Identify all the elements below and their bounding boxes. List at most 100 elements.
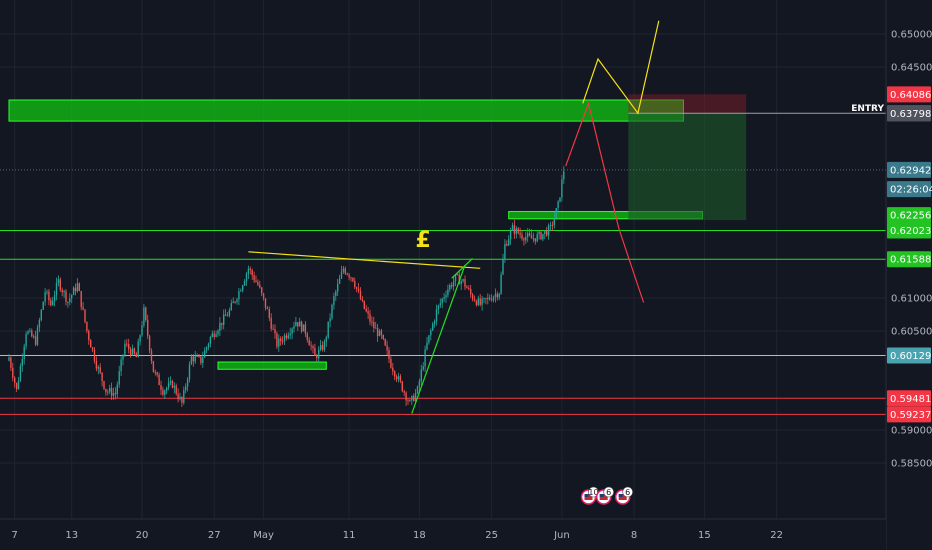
price-tick-label: 0.65000 xyxy=(891,30,932,41)
candle-body xyxy=(321,345,324,350)
candle-body xyxy=(380,330,383,335)
candle-body xyxy=(300,321,303,332)
candle-body xyxy=(519,233,521,235)
candle-body xyxy=(264,298,267,308)
candle-body xyxy=(99,367,101,373)
candle-body xyxy=(502,259,504,275)
candle-body xyxy=(38,320,41,328)
event-count: 10 xyxy=(588,488,598,497)
candle-body xyxy=(388,350,390,359)
event-flag-icon[interactable]: 10 xyxy=(580,486,599,505)
candle-body xyxy=(466,286,468,289)
candle-body xyxy=(528,233,531,236)
candle-body xyxy=(437,305,440,310)
candle-body xyxy=(129,349,132,355)
candle-body xyxy=(72,287,75,295)
economic-event-icons[interactable]: 10 6 6 xyxy=(580,486,634,505)
candle-body xyxy=(456,274,459,276)
candle-body xyxy=(14,377,16,383)
time-axis[interactable]: 7 13 20 27 May 11 18 25 Jun 8 15 22 xyxy=(12,530,783,541)
candle-body xyxy=(280,338,282,342)
time-tick-label: May xyxy=(253,530,274,541)
candle-body xyxy=(318,349,320,359)
candle-body xyxy=(148,335,151,351)
candle-body xyxy=(375,327,377,329)
candle-body xyxy=(59,279,61,290)
candle-body xyxy=(259,284,261,288)
candle-body xyxy=(369,313,371,322)
event-count-badge xyxy=(603,486,615,498)
candle-body xyxy=(253,275,255,281)
candle-body xyxy=(536,234,538,242)
candle-body xyxy=(110,387,113,396)
candle-body xyxy=(209,336,212,344)
candle-body xyxy=(473,299,476,301)
candle-body xyxy=(331,304,333,319)
candle-body xyxy=(464,279,466,287)
candle-body xyxy=(428,335,430,343)
candle-body xyxy=(424,349,426,367)
price-badge xyxy=(887,347,931,364)
candle-body xyxy=(109,387,111,392)
candle-body xyxy=(101,372,103,382)
candle-body xyxy=(460,280,462,285)
pound-annotation: £ xyxy=(416,228,431,253)
price-badge-label: 0.60129 xyxy=(890,351,931,362)
candle-body xyxy=(306,333,308,340)
candle-body xyxy=(338,278,341,284)
candle-body xyxy=(395,376,398,380)
price-tick-label: 0.58500 xyxy=(891,459,932,470)
candle-body xyxy=(131,348,134,355)
candle-body xyxy=(489,297,491,300)
time-tick-label: 22 xyxy=(770,530,783,541)
candle-body xyxy=(409,400,411,402)
candle-body xyxy=(266,307,269,310)
candle-body xyxy=(133,348,136,354)
candle-body xyxy=(50,300,52,306)
candle-body xyxy=(302,324,305,332)
candle-body xyxy=(268,309,270,318)
trend-drawings xyxy=(248,20,660,414)
event-flag-icon[interactable]: 6 xyxy=(595,486,615,505)
price-badge xyxy=(887,406,931,423)
candle-body xyxy=(443,297,445,299)
candle-body xyxy=(335,291,337,297)
candle-body xyxy=(439,303,441,306)
time-tick-label: 13 xyxy=(65,530,78,541)
candle-body xyxy=(308,339,310,346)
event-count: 6 xyxy=(606,488,611,497)
candle-body xyxy=(352,277,354,282)
candle-body xyxy=(350,277,352,279)
candle-body xyxy=(278,338,280,347)
candle-body xyxy=(249,268,251,271)
candle-body xyxy=(327,321,329,338)
candle-body xyxy=(120,359,122,372)
candle-body xyxy=(145,307,147,321)
candle-body xyxy=(86,321,88,332)
price-tick-label: 0.60500 xyxy=(891,327,932,338)
event-flag-icon[interactable]: 6 xyxy=(614,486,634,505)
candle-body xyxy=(504,244,506,260)
price-axis[interactable]: 0.65000 0.64500 0.61000 0.60500 0.59000 0.585… xyxy=(891,30,932,470)
time-tick-label: 11 xyxy=(343,530,356,541)
candle-body xyxy=(532,238,535,240)
candle-body xyxy=(186,379,189,387)
candle-body xyxy=(515,228,517,234)
candle-body xyxy=(196,356,198,358)
candle-body xyxy=(91,347,94,350)
flag-canton xyxy=(599,494,604,497)
candle-body xyxy=(348,274,350,278)
price-badge xyxy=(887,222,931,239)
candle-body xyxy=(291,328,293,334)
candle-body xyxy=(8,357,10,361)
candle-body xyxy=(10,357,12,369)
candle-body xyxy=(414,392,417,401)
candle-body xyxy=(65,291,67,302)
event-count: 6 xyxy=(625,488,630,497)
price-badge-label: 0.62256 xyxy=(890,211,931,222)
candle-body xyxy=(293,326,295,329)
candle-body xyxy=(337,283,339,292)
time-tick-label: 15 xyxy=(698,530,711,541)
